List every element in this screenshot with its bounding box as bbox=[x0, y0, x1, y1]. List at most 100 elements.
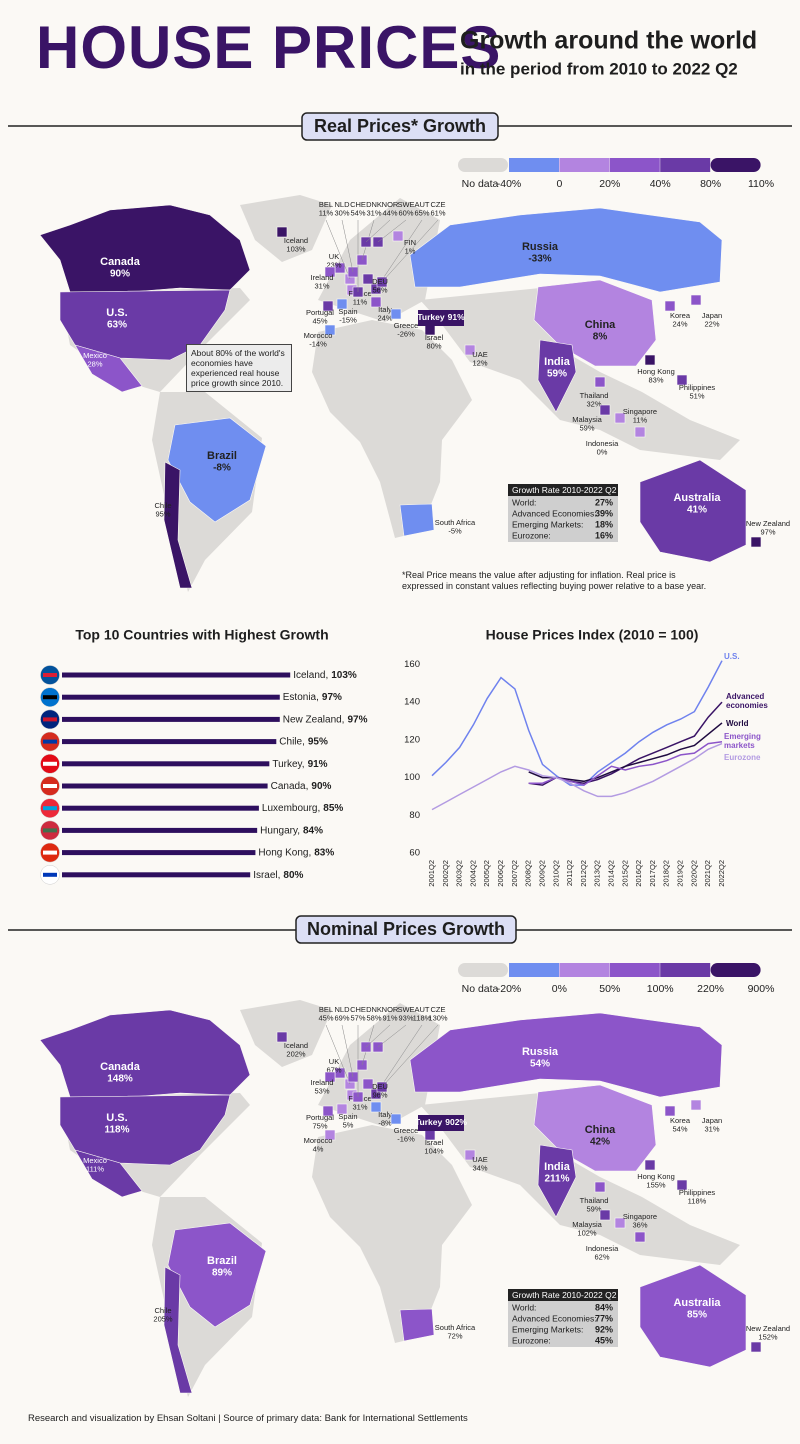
leader-line bbox=[365, 1024, 391, 1048]
y-tick-label: 160 bbox=[404, 659, 420, 670]
country bbox=[537, 1144, 577, 1218]
legend-label: 100% bbox=[647, 983, 674, 995]
x-tick-label: 2017Q2 bbox=[648, 860, 657, 887]
country-name: Thailand bbox=[580, 1196, 609, 1205]
leader-line bbox=[325, 1024, 351, 1085]
country-name: U.S. bbox=[106, 307, 127, 319]
country-name: Australia bbox=[673, 1297, 721, 1309]
country bbox=[599, 1209, 611, 1221]
country-name: Indonesia bbox=[586, 1244, 619, 1253]
bar-category: Hungary, bbox=[260, 825, 300, 836]
country-value: 93% bbox=[398, 1013, 413, 1022]
flag-stripe bbox=[43, 850, 57, 855]
country-name: DEU bbox=[372, 1082, 388, 1091]
legend-label: 20% bbox=[599, 178, 620, 190]
country-value: 54% bbox=[530, 1059, 550, 1070]
country bbox=[418, 1115, 464, 1131]
country-name: Israel bbox=[425, 333, 444, 342]
country-name: DNK bbox=[366, 1005, 382, 1014]
country-name: CZE bbox=[431, 1005, 446, 1014]
country-value: 44% bbox=[382, 208, 397, 217]
series-line bbox=[431, 742, 723, 811]
legend-label: -40% bbox=[497, 178, 522, 190]
country-name: Italy bbox=[378, 1110, 392, 1119]
country-name: Spain bbox=[338, 1112, 357, 1121]
country-value: -26% bbox=[397, 329, 415, 338]
subtitle: in the period from 2010 to 2022 Q2 bbox=[460, 59, 738, 78]
country-name: Malaysia bbox=[572, 415, 602, 424]
country-name: Chile bbox=[154, 1306, 171, 1315]
country bbox=[39, 1009, 251, 1098]
bar bbox=[62, 827, 258, 833]
country-name: DNK bbox=[366, 200, 382, 209]
summary-value: 92% bbox=[595, 1324, 613, 1334]
bar-label: Estonia, 97% bbox=[283, 692, 342, 703]
bar-label: Turkey, 91% bbox=[272, 758, 327, 769]
country bbox=[409, 207, 723, 293]
country-value: 53% bbox=[314, 1086, 329, 1095]
country bbox=[336, 1103, 348, 1115]
country-value: 24% bbox=[672, 319, 687, 328]
country-value: 31% bbox=[314, 281, 329, 290]
country-name: NOR bbox=[382, 1005, 399, 1014]
bar-value: 83% bbox=[314, 847, 334, 858]
subtitle: Growth around the world bbox=[460, 27, 757, 55]
series-label: World bbox=[726, 719, 749, 728]
summary-header bbox=[508, 1289, 618, 1301]
country-value: 91% bbox=[448, 312, 465, 322]
summary-header bbox=[508, 484, 618, 496]
flag-stripe bbox=[43, 784, 57, 788]
country-name: SWE bbox=[397, 200, 414, 209]
leader-line bbox=[365, 219, 391, 243]
country bbox=[74, 344, 143, 393]
country-value: 59% bbox=[579, 423, 594, 432]
country-value: 152% bbox=[758, 1332, 778, 1341]
summary-value: 18% bbox=[595, 519, 613, 529]
legend-swatch bbox=[660, 963, 711, 977]
country-name: UK bbox=[329, 1057, 339, 1066]
bar bbox=[62, 872, 251, 878]
country-value: 11% bbox=[353, 297, 368, 306]
x-tick-label: 2016Q2 bbox=[634, 860, 643, 887]
country-name: Mexico bbox=[83, 1156, 107, 1165]
country-value: 60% bbox=[398, 208, 413, 217]
legend-swatch bbox=[559, 963, 610, 977]
y-tick-label: 100 bbox=[404, 772, 420, 783]
series-line bbox=[431, 660, 723, 786]
country-name: CHE bbox=[350, 1005, 366, 1014]
legend-swatch bbox=[710, 963, 761, 977]
country-name: NLD bbox=[334, 200, 350, 209]
legend-swatch bbox=[509, 158, 559, 172]
summary-label: Eurozone: bbox=[512, 1335, 551, 1345]
country bbox=[390, 1113, 402, 1125]
bar bbox=[62, 805, 259, 811]
bar bbox=[62, 739, 277, 745]
x-tick-label: 2010Q2 bbox=[551, 860, 560, 887]
country-name: South Africa bbox=[435, 518, 476, 527]
country-value: 90% bbox=[110, 269, 130, 280]
country-value: 75% bbox=[312, 1121, 327, 1130]
country-value: 72% bbox=[447, 1331, 462, 1340]
y-tick-label: 60 bbox=[409, 848, 420, 859]
country bbox=[163, 1266, 193, 1394]
legend-swatch bbox=[660, 158, 711, 172]
bar-label: Canada, 90% bbox=[271, 781, 332, 792]
country-name: Greece bbox=[394, 321, 419, 330]
bar-value: 80% bbox=[283, 869, 303, 880]
country-value: -14% bbox=[309, 339, 327, 348]
country-value: 32% bbox=[586, 399, 601, 408]
country-name: Hong Kong bbox=[637, 1172, 675, 1181]
legend-swatch bbox=[609, 158, 660, 172]
annotation: About 80% of the world's economies have … bbox=[186, 344, 292, 392]
bar-value: 84% bbox=[303, 825, 323, 836]
legend-label: -20% bbox=[497, 983, 522, 995]
country-value: 95% bbox=[155, 509, 170, 518]
country-value: 80% bbox=[426, 341, 441, 350]
country-value: 56% bbox=[372, 285, 387, 294]
bar-value: 103% bbox=[331, 670, 357, 681]
legend-swatch bbox=[609, 963, 660, 977]
country-name: South Africa bbox=[435, 1323, 476, 1332]
country bbox=[676, 374, 688, 386]
bar-category: Estonia, bbox=[283, 692, 319, 703]
